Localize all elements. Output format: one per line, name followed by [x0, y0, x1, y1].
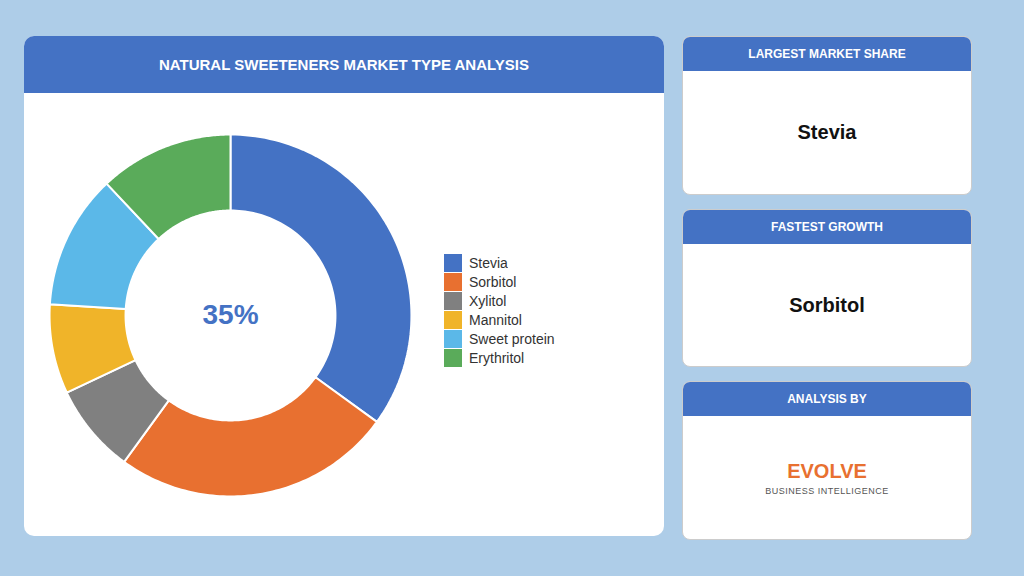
html-text:Mannitol: Mannitol [469, 312, 522, 328]
html-text:Xylitol: Xylitol [469, 293, 507, 309]
html-text:FASTEST GROWTH: FASTEST GROWTH [771, 219, 883, 234]
html-text:ANALYSIS BY: ANALYSIS BY [787, 392, 867, 407]
html-text:Sweet protein: Sweet protein [469, 331, 555, 347]
html-text:LARGEST MARKET SHARE: LARGEST MARKET SHARE [748, 47, 906, 61]
html-text:EVOLVE: EVOLVE [787, 459, 867, 482]
html-text:Sorbitol: Sorbitol [469, 274, 517, 290]
html-text:Stevia: Stevia [469, 255, 508, 271]
html-text:Sorbitol: Sorbitol [789, 293, 865, 316]
html-text:Erythritol: Erythritol [469, 350, 525, 366]
html-text:NATURAL SWEETENERS MARKET TYPE: NATURAL SWEETENERS MARKET TYPE ANALYSIS [159, 56, 529, 73]
html-text:Stevia: Stevia [797, 120, 857, 143]
svg-text:35%: 35% [202, 299, 258, 330]
html-text:BUSINESS INTELLIGENCE: BUSINESS INTELLIGENCE [765, 485, 889, 496]
